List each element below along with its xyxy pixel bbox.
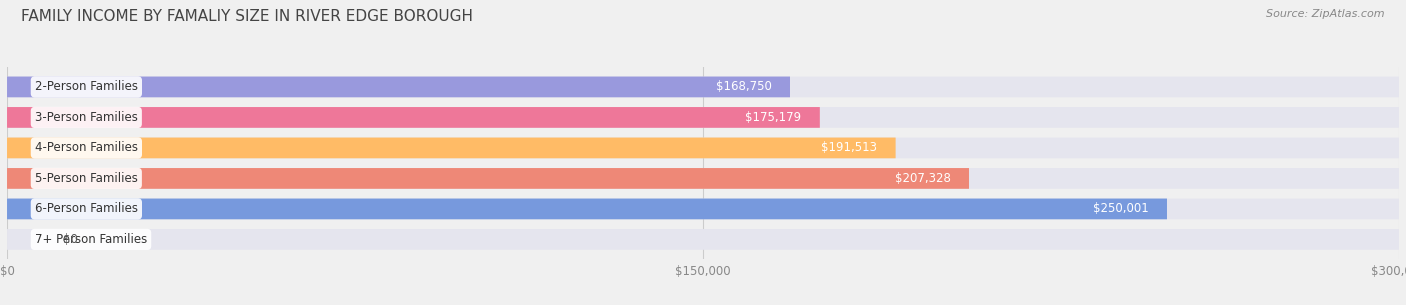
Text: 2-Person Families: 2-Person Families: [35, 81, 138, 93]
FancyBboxPatch shape: [7, 77, 790, 97]
Text: $250,001: $250,001: [1092, 203, 1149, 215]
FancyBboxPatch shape: [7, 138, 896, 158]
FancyBboxPatch shape: [7, 168, 1399, 189]
Text: 6-Person Families: 6-Person Families: [35, 203, 138, 215]
FancyBboxPatch shape: [7, 199, 1167, 219]
FancyBboxPatch shape: [7, 107, 1399, 128]
Text: $191,513: $191,513: [821, 142, 877, 154]
Text: 7+ Person Families: 7+ Person Families: [35, 233, 148, 246]
FancyBboxPatch shape: [7, 107, 820, 128]
Text: 3-Person Families: 3-Person Families: [35, 111, 138, 124]
Text: $175,179: $175,179: [745, 111, 801, 124]
Text: $207,328: $207,328: [894, 172, 950, 185]
FancyBboxPatch shape: [7, 229, 1399, 250]
Text: $0: $0: [63, 233, 77, 246]
Text: 5-Person Families: 5-Person Families: [35, 172, 138, 185]
FancyBboxPatch shape: [7, 168, 969, 189]
FancyBboxPatch shape: [7, 77, 1399, 97]
Text: 4-Person Families: 4-Person Families: [35, 142, 138, 154]
Text: Source: ZipAtlas.com: Source: ZipAtlas.com: [1267, 9, 1385, 19]
Text: $168,750: $168,750: [716, 81, 772, 93]
FancyBboxPatch shape: [7, 199, 1399, 219]
Text: FAMILY INCOME BY FAMALIY SIZE IN RIVER EDGE BOROUGH: FAMILY INCOME BY FAMALIY SIZE IN RIVER E…: [21, 9, 472, 24]
FancyBboxPatch shape: [7, 138, 1399, 158]
